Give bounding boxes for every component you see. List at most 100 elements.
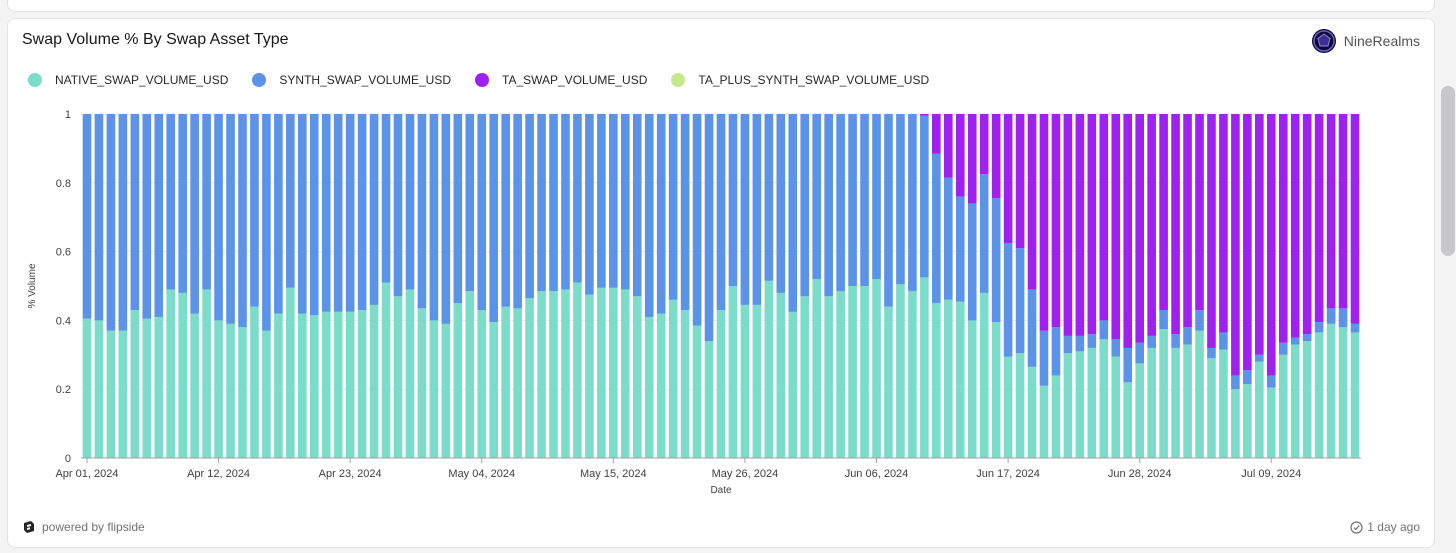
bar-segment bbox=[1278, 114, 1288, 343]
bar-segment bbox=[1326, 323, 1336, 458]
chart-title: Swap Volume % By Swap Asset Type bbox=[22, 31, 289, 48]
bar-segment bbox=[1027, 366, 1037, 458]
bar-segment bbox=[1183, 114, 1192, 328]
bar-segment bbox=[82, 318, 92, 458]
bar-segment bbox=[943, 299, 953, 458]
bar-segment bbox=[728, 286, 738, 458]
x-tick-label: Jul 09, 2024 bbox=[1241, 468, 1301, 480]
bar-segment bbox=[549, 114, 558, 292]
bar-segment bbox=[1338, 327, 1348, 458]
y-axis-title: % Volume bbox=[27, 263, 38, 308]
bar-segment bbox=[1207, 114, 1216, 348]
bar-segment bbox=[190, 114, 199, 314]
bar-segment bbox=[262, 114, 271, 331]
bar-segment bbox=[1195, 310, 1204, 331]
bar-segment bbox=[345, 311, 355, 458]
bar-segment bbox=[82, 114, 92, 319]
legend-item[interactable]: TA_SWAP_VOLUME_USD bbox=[475, 73, 647, 87]
bar-segment bbox=[1350, 332, 1360, 458]
bar-segment bbox=[106, 114, 116, 331]
bar-segment bbox=[1302, 334, 1312, 342]
bar-segment bbox=[537, 114, 546, 292]
bar-segment bbox=[1075, 351, 1085, 458]
bar-segment bbox=[405, 289, 415, 458]
bar-segment bbox=[1171, 334, 1180, 348]
bar-segment bbox=[1087, 114, 1097, 335]
bar-segment bbox=[1183, 344, 1192, 458]
bar-segment bbox=[920, 277, 929, 458]
bar-segment bbox=[656, 313, 666, 458]
bar-segment bbox=[453, 114, 463, 304]
bar-segment bbox=[1135, 363, 1144, 458]
bar-segment bbox=[1231, 389, 1240, 458]
bar-segment bbox=[967, 114, 977, 204]
bar-segment bbox=[824, 296, 833, 458]
bar-segment bbox=[1231, 114, 1240, 376]
bar-segment bbox=[920, 115, 929, 278]
bar-segment bbox=[1015, 248, 1025, 354]
bar-segment bbox=[178, 292, 187, 458]
bar-segment bbox=[1147, 335, 1156, 348]
bar-segment bbox=[1290, 344, 1300, 458]
bar-segment bbox=[680, 114, 690, 311]
legend-item[interactable]: SYNTH_SWAP_VOLUME_USD bbox=[252, 73, 451, 87]
bar-segment bbox=[1195, 330, 1204, 458]
bar-segment bbox=[991, 114, 1001, 199]
bar-segment bbox=[381, 114, 391, 283]
bar-segment bbox=[1290, 114, 1300, 338]
bar-segment bbox=[1314, 332, 1324, 458]
powered-by-label: powered by flipside bbox=[42, 520, 145, 534]
bar-segment bbox=[106, 330, 116, 458]
bar-segment bbox=[525, 298, 534, 458]
bar-segment bbox=[1314, 114, 1324, 323]
legend-item[interactable]: TA_PLUS_SYNTH_SWAP_VOLUME_USD bbox=[671, 73, 929, 87]
bar-segment bbox=[477, 114, 487, 311]
bar-segment bbox=[1266, 375, 1276, 388]
bar-segment bbox=[489, 114, 499, 323]
legend-item[interactable]: NATIVE_SWAP_VOLUME_USD bbox=[28, 73, 228, 87]
bar-segment bbox=[226, 323, 235, 458]
bar-segment bbox=[776, 114, 786, 293]
bar-segment bbox=[740, 114, 750, 305]
bar-segment bbox=[1051, 114, 1061, 328]
powered-by[interactable]: powered by flipside bbox=[22, 520, 145, 534]
legend-label: NATIVE_SWAP_VOLUME_USD bbox=[55, 73, 229, 87]
bar-segment bbox=[238, 114, 247, 328]
bar-segment bbox=[668, 114, 678, 300]
bar-segment bbox=[872, 114, 881, 280]
x-axis-title: Date bbox=[710, 485, 732, 496]
bar-segment bbox=[872, 279, 881, 458]
bar-segment bbox=[812, 114, 821, 280]
bar-segment bbox=[620, 114, 630, 290]
bar-segment bbox=[1039, 385, 1049, 458]
bar-segment bbox=[967, 320, 977, 458]
bar-segment bbox=[1326, 114, 1336, 309]
scrollbar-thumb[interactable] bbox=[1441, 86, 1455, 256]
scrollbar[interactable] bbox=[1440, 0, 1456, 553]
bar-segment bbox=[405, 114, 415, 290]
bar-segment bbox=[752, 304, 762, 458]
bar-segment bbox=[525, 114, 534, 299]
bar-segment bbox=[1350, 323, 1360, 333]
chart-legend: NATIVE_SWAP_VOLUME_USD SYNTH_SWAP_VOLUME_… bbox=[28, 73, 953, 87]
bar-segment bbox=[1159, 114, 1168, 311]
bar-segment bbox=[943, 177, 953, 300]
bar-segment bbox=[740, 304, 750, 458]
bar-segment bbox=[1003, 114, 1013, 243]
bar-segment bbox=[1314, 322, 1324, 333]
bar-segment bbox=[1147, 347, 1156, 458]
bar-segment bbox=[154, 114, 164, 317]
bar-segment bbox=[991, 198, 1001, 323]
brand[interactable]: NineRealms bbox=[1311, 29, 1420, 53]
bar-segment bbox=[1266, 114, 1276, 376]
bar-segment bbox=[884, 306, 893, 458]
bar-segment bbox=[393, 114, 403, 297]
bar-segment bbox=[190, 313, 199, 458]
bar-segment bbox=[979, 292, 989, 458]
bar-segment bbox=[238, 327, 247, 458]
x-tick-label: Apr 01, 2024 bbox=[55, 468, 118, 480]
bar-segment bbox=[800, 114, 810, 297]
bar-segment bbox=[142, 318, 152, 458]
bar-segment bbox=[1075, 114, 1085, 336]
bar-segment bbox=[1135, 114, 1144, 343]
